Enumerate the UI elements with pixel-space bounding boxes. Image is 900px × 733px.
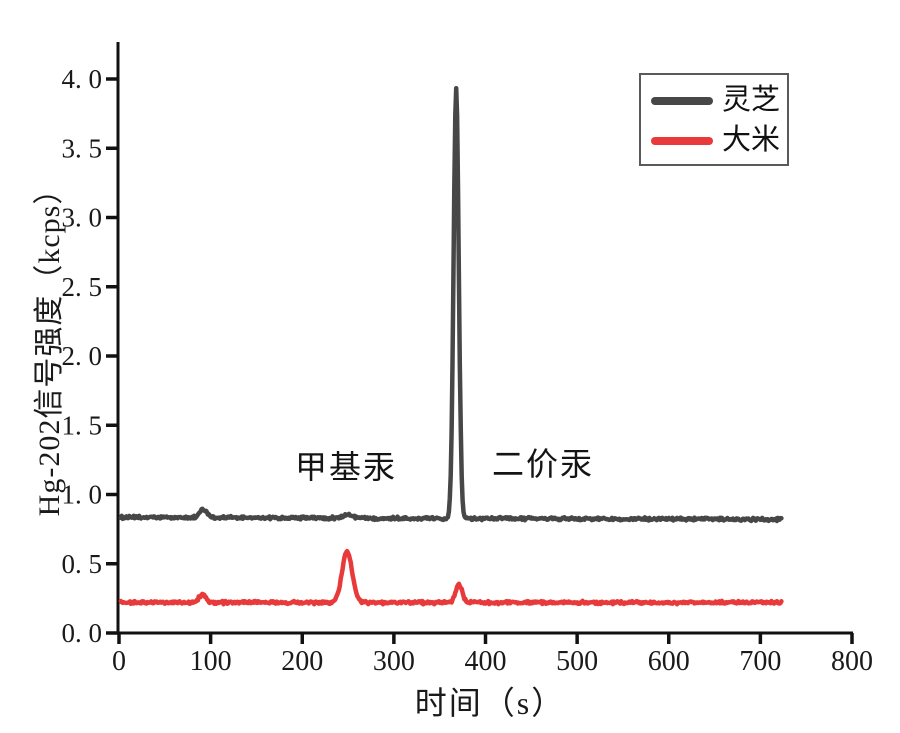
y-tick-label: 2. 0 <box>62 341 103 371</box>
trace-lingzhi <box>118 85 784 524</box>
legend-label-lingzhi: 灵芝 <box>722 84 781 116</box>
y-tick-label: 1. 0 <box>62 480 103 510</box>
annotation-methylmercury: 甲基汞 <box>294 449 398 485</box>
x-tick-label: 500 <box>556 646 598 677</box>
trace-dami <box>118 548 784 607</box>
x-tick-label: 400 <box>465 646 507 677</box>
legend-item-dami: 大米 <box>651 124 781 156</box>
legend: 灵芝 大米 <box>639 73 789 166</box>
y-tick-label: 0. 5 <box>62 549 103 579</box>
y-tick-label: 4. 0 <box>62 64 103 94</box>
y-tick-label: 1. 5 <box>62 410 103 440</box>
x-axis-title: 时间（s） <box>414 685 566 721</box>
x-tick-label: 300 <box>373 646 415 677</box>
annotation-divalent-mercury: 二价汞 <box>491 446 595 482</box>
x-tick-label: 200 <box>281 646 323 677</box>
x-tick-label: 600 <box>648 646 690 677</box>
x-tick-label: 100 <box>190 646 232 677</box>
y-tick-label: 3. 5 <box>62 133 103 163</box>
legend-item-lingzhi: 灵芝 <box>651 84 781 116</box>
x-tick-label: 800 <box>831 646 873 677</box>
y-tick-label: 2. 5 <box>62 272 103 302</box>
lingzhi-line-swatch <box>651 96 713 105</box>
legend-label-dami: 大米 <box>722 124 781 156</box>
x-tick-label: 0 <box>112 646 126 677</box>
x-tick-label: 700 <box>739 646 781 677</box>
y-tick-label: 3. 0 <box>62 203 103 233</box>
dami-line-swatch <box>651 136 713 145</box>
y-axis-title: Hg-202信号强度（kcps） <box>33 173 66 517</box>
y-tick-label: 0. 0 <box>62 618 103 648</box>
